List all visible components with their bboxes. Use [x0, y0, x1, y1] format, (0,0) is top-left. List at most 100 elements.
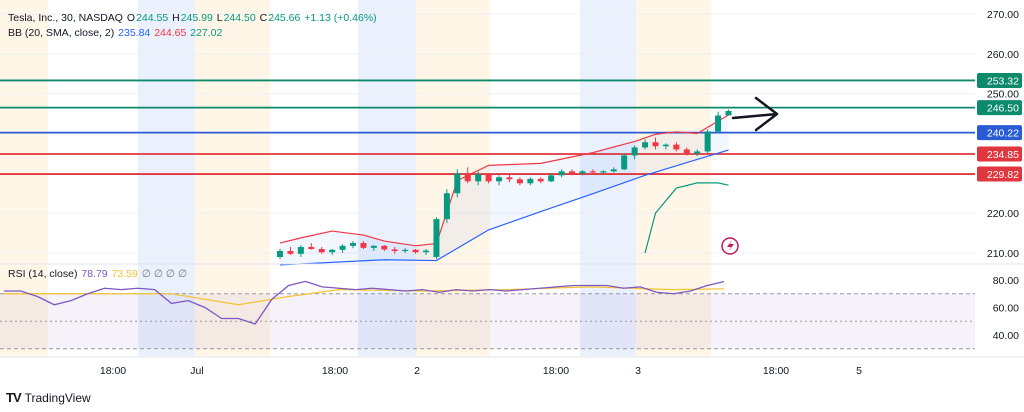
brand-name: TradingView [24, 390, 91, 405]
candle-body [297, 247, 304, 254]
candle-body [621, 155, 628, 170]
candle [308, 243, 315, 250]
candle [715, 111, 722, 134]
rsi-label: RSI (14, close) [8, 268, 78, 280]
bb-lower-line [644, 182, 729, 254]
candle [527, 177, 534, 186]
price-tick-label: 250.00 [987, 89, 1019, 101]
candle-body [652, 142, 659, 147]
bb-lower-value: 227.02 [190, 27, 223, 39]
candle [610, 167, 617, 173]
candle-body [537, 178, 544, 182]
level-price-tag [977, 166, 1022, 182]
tradingview-brand[interactable]: TV TradingView [6, 390, 91, 405]
candle [569, 169, 576, 176]
level-price-label: 234.85 [987, 149, 1019, 161]
rsi-tick-label: 40.00 [993, 330, 1019, 342]
candle [600, 170, 607, 175]
level-price-label: 246.50 [987, 103, 1019, 115]
candle [506, 173, 513, 183]
bb-upper-value: 244.65 [154, 27, 187, 39]
high-label: H [172, 12, 180, 24]
rsi-line [4, 280, 725, 325]
candle-body [339, 245, 346, 250]
level-price-tag [977, 125, 1022, 141]
candle [662, 143, 669, 150]
candle-body [475, 174, 482, 182]
candle-body [329, 249, 336, 253]
candle [621, 153, 628, 171]
candle-body [423, 250, 430, 253]
candle [683, 147, 690, 156]
candle-body [391, 249, 398, 252]
low-value: 244.50 [223, 12, 256, 24]
level-price-label: 229.82 [987, 169, 1019, 181]
level-price-label: 240.22 [987, 128, 1019, 140]
trend-arrow-drawing[interactable] [731, 96, 779, 132]
symbol-name: Tesla, Inc., 30, NASDAQ [8, 12, 123, 24]
low-label: L [216, 12, 223, 24]
bb-basis-value: 235.84 [118, 27, 151, 39]
candle-body [287, 251, 294, 254]
candle-body [485, 174, 492, 182]
candle-body [433, 219, 440, 257]
lightning-alert-icon[interactable] [721, 237, 739, 255]
candle-body [318, 249, 325, 253]
candle [443, 189, 450, 224]
candle-body [683, 149, 690, 154]
candle [391, 247, 398, 254]
candle [516, 177, 523, 186]
rsi-value: 78.79 [81, 268, 108, 280]
candle-body [402, 249, 409, 252]
candle [673, 142, 680, 152]
candle-body [277, 251, 283, 257]
symbol-legend: Tesla, Inc., 30, NASDAQ O244.55 H245.99 … [8, 12, 378, 24]
price-tick-label: 270.00 [987, 9, 1019, 21]
time-tick-label: 2 [414, 365, 420, 377]
bb-label: BB (20, SMA, close, 2) [8, 27, 115, 39]
candle [464, 167, 471, 184]
close-label: C [259, 12, 268, 24]
open-label: O [126, 12, 136, 24]
candle-body [558, 171, 565, 176]
candlestick-series[interactable] [277, 109, 732, 259]
candle [642, 139, 649, 150]
open-value: 244.55 [136, 12, 169, 24]
candle [496, 175, 503, 186]
candle-body [548, 175, 555, 182]
candle [381, 245, 388, 252]
price-tick-label: 210.00 [987, 248, 1019, 260]
candle-body [516, 179, 523, 184]
price-tick-label: 220.00 [987, 208, 1019, 220]
time-tick-label: 18:00 [322, 365, 348, 377]
candle [287, 247, 294, 255]
candle [652, 137, 659, 150]
candle [537, 177, 544, 184]
candle [548, 173, 555, 183]
bb-upper-line [279, 114, 729, 247]
candle [725, 109, 732, 116]
candle-body [589, 171, 596, 173]
candle-body [360, 243, 367, 248]
candle-body [527, 178, 534, 184]
rsi-pane [0, 263, 1024, 350]
axes: 270.00 260.00 250.00 220.00 210.00 80.00 60.00… [0, 9, 1024, 377]
candle-body [704, 131, 711, 152]
time-tick-label: Jul [190, 365, 203, 377]
candle-body [506, 177, 513, 180]
candle [412, 249, 419, 254]
level-price-tag [977, 100, 1022, 116]
arrow-path [731, 96, 779, 132]
session-band [0, 0, 48, 356]
candle-body [725, 110, 732, 116]
candle [339, 244, 346, 253]
candle [558, 169, 565, 178]
session-band [195, 0, 270, 356]
candle-body [715, 115, 722, 132]
candle [318, 247, 325, 254]
time-tick-label: 18:00 [543, 365, 569, 377]
horizontal-levels[interactable]: 253.32 246.50 240.22 234.85 229.82 [0, 72, 1022, 182]
close-value: 245.66 [268, 12, 301, 24]
candle-body [308, 247, 315, 250]
